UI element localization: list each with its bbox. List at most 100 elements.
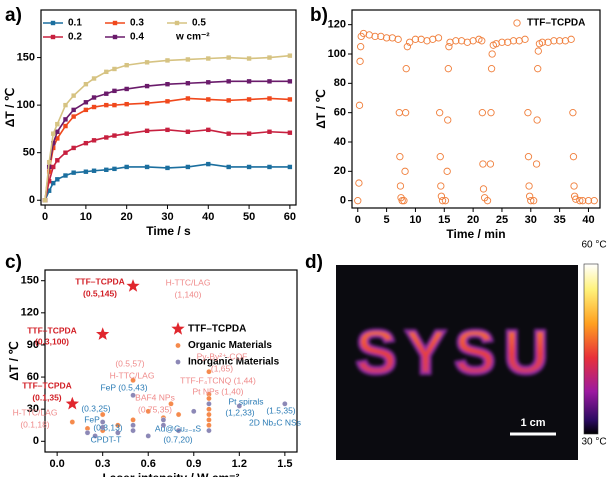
data-point bbox=[112, 133, 117, 138]
data-point bbox=[287, 79, 293, 84]
legend-marker bbox=[112, 20, 118, 26]
x-tick-label: 25 bbox=[496, 214, 508, 226]
data-point bbox=[104, 102, 109, 108]
data-point bbox=[226, 131, 231, 136]
annotation: (0.3,100) bbox=[35, 336, 69, 346]
data-point bbox=[206, 97, 211, 102]
data-point bbox=[396, 153, 404, 161]
y-tick-label: 120 bbox=[21, 307, 39, 319]
data-point bbox=[63, 173, 68, 178]
y-tick-label: 0 bbox=[33, 435, 39, 447]
data-point bbox=[444, 116, 452, 124]
y-tick-label: 100 bbox=[328, 48, 346, 60]
x-tick-label: 35 bbox=[554, 214, 566, 226]
data-point bbox=[590, 197, 598, 205]
data-point bbox=[206, 56, 211, 61]
annotation: CPDT-T bbox=[91, 434, 122, 444]
x-tick-label: 0.6 bbox=[141, 458, 156, 470]
legend-marker bbox=[175, 359, 181, 365]
annotation: (0.1,18) bbox=[20, 419, 49, 429]
data-point bbox=[126, 279, 140, 292]
data-point bbox=[437, 192, 446, 200]
data-point bbox=[144, 164, 150, 170]
data-point bbox=[226, 79, 231, 84]
data-point bbox=[112, 66, 117, 72]
data-point bbox=[382, 34, 391, 42]
data-point bbox=[246, 164, 252, 170]
data-point bbox=[130, 427, 136, 434]
data-point bbox=[206, 422, 212, 429]
annotation: Py-By²⁺-COF bbox=[197, 351, 248, 361]
data-point bbox=[144, 83, 150, 89]
data-point bbox=[206, 127, 211, 133]
data-point bbox=[130, 392, 136, 399]
annotation: (1,2,33) bbox=[225, 407, 254, 417]
data-point bbox=[51, 145, 56, 151]
data-point bbox=[104, 167, 109, 173]
data-point bbox=[569, 109, 577, 117]
x-tick-label: 50 bbox=[243, 211, 255, 223]
panel-label: c) bbox=[5, 252, 22, 273]
data-point bbox=[530, 197, 538, 205]
legend-label: TTF–TCPDA bbox=[527, 18, 585, 29]
data-point bbox=[46, 179, 52, 184]
data-point bbox=[478, 37, 486, 45]
data-point bbox=[524, 153, 533, 161]
data-point bbox=[55, 136, 60, 141]
y-tick-label: 0 bbox=[340, 195, 346, 207]
annotation: (1,140) bbox=[175, 289, 202, 299]
data-point bbox=[403, 43, 412, 51]
x-tick-label: 10 bbox=[80, 211, 92, 223]
data-point bbox=[83, 169, 89, 174]
y-tick-label: 60 bbox=[27, 371, 39, 383]
y-tick-label: 120 bbox=[328, 19, 346, 31]
legend-label: 0.3 bbox=[130, 18, 144, 29]
data-point bbox=[46, 188, 52, 193]
annotation: (0.75,35) bbox=[138, 404, 172, 414]
data-point bbox=[71, 93, 76, 98]
annotation: 2D Nb₂C NSs bbox=[249, 417, 301, 427]
data-point bbox=[411, 35, 420, 43]
data-point bbox=[396, 182, 405, 190]
data-point bbox=[104, 69, 109, 75]
data-point bbox=[584, 197, 593, 205]
annotation: (0.5,145) bbox=[83, 288, 117, 298]
data-point bbox=[63, 102, 68, 108]
data-point bbox=[444, 65, 452, 73]
data-point bbox=[160, 417, 167, 423]
legend-label: TTF–TCPDA bbox=[188, 324, 246, 335]
data-point bbox=[51, 164, 56, 170]
x-tick-label: 5 bbox=[384, 214, 390, 226]
legend-unit: w cm⁻² bbox=[175, 32, 210, 43]
data-point bbox=[71, 145, 76, 151]
y-axis-label: ΔT / ℃ bbox=[7, 341, 21, 380]
data-point bbox=[443, 167, 451, 175]
data-point bbox=[436, 153, 444, 161]
data-point bbox=[400, 197, 408, 205]
data-point bbox=[71, 114, 76, 119]
data-point bbox=[287, 164, 293, 170]
data-point bbox=[51, 131, 56, 136]
data-point bbox=[165, 81, 170, 87]
data-point bbox=[83, 81, 89, 87]
y-tick-label: 40 bbox=[334, 136, 346, 148]
data-point bbox=[527, 197, 535, 205]
data-point bbox=[434, 34, 443, 42]
annotation: (0.7,20) bbox=[163, 434, 192, 444]
annotation: TTF–TCPDA bbox=[75, 276, 125, 286]
data-point bbox=[71, 107, 76, 113]
annotation: (0.3,13) bbox=[93, 422, 122, 432]
plot-frame bbox=[44, 269, 298, 453]
data-point bbox=[145, 433, 152, 439]
data-point bbox=[46, 159, 52, 165]
data-point bbox=[402, 65, 410, 73]
data-point bbox=[124, 101, 129, 107]
data-point bbox=[555, 37, 564, 45]
data-point bbox=[91, 168, 97, 173]
data-point bbox=[534, 65, 542, 73]
data-point bbox=[185, 81, 191, 86]
data-point bbox=[71, 170, 76, 175]
data-point bbox=[206, 80, 211, 85]
data-point bbox=[509, 37, 518, 45]
data-point bbox=[406, 38, 414, 46]
